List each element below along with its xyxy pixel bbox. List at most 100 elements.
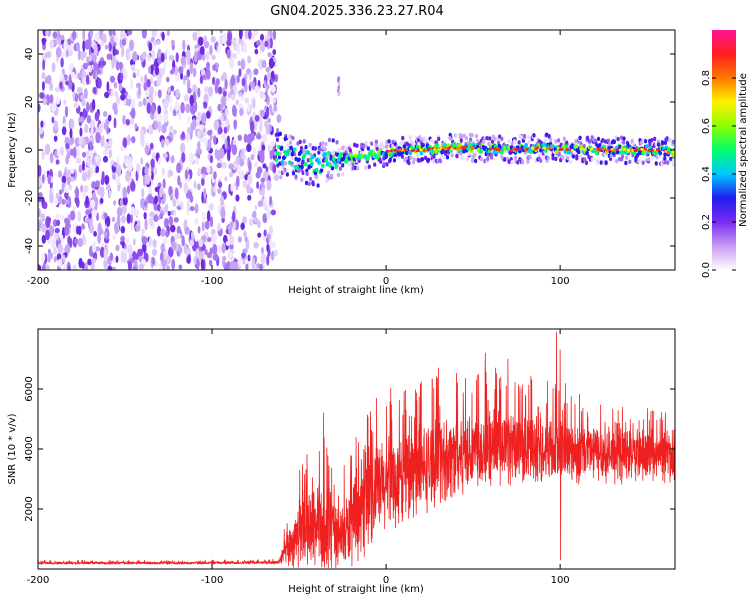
noise-blob bbox=[246, 183, 251, 194]
track-core bbox=[311, 154, 315, 160]
track-halo bbox=[462, 133, 466, 139]
snr-x-ticks: -200 -100 0 100 bbox=[27, 329, 570, 586]
noise-blob bbox=[226, 260, 231, 270]
noise-blob bbox=[144, 145, 150, 155]
noise-blob bbox=[161, 258, 167, 268]
noise-blob bbox=[63, 99, 67, 105]
spectrogram-content bbox=[38, 30, 675, 270]
noise-blob bbox=[273, 104, 278, 112]
noise-blob bbox=[174, 187, 179, 200]
noise-blob bbox=[113, 35, 118, 43]
noise-blob bbox=[207, 236, 212, 243]
noise-blob bbox=[67, 151, 71, 159]
noise-blob bbox=[201, 112, 207, 124]
track-peak bbox=[464, 145, 468, 149]
noise-blob bbox=[96, 212, 100, 221]
track-halo bbox=[575, 155, 579, 161]
track-halo bbox=[483, 136, 487, 141]
track-peak bbox=[635, 148, 639, 152]
track-halo bbox=[650, 138, 654, 143]
noise-blob bbox=[99, 246, 105, 258]
track-core bbox=[574, 144, 578, 149]
noise-blob bbox=[77, 210, 82, 223]
noise-blob bbox=[47, 174, 52, 185]
track-core bbox=[292, 147, 297, 152]
noise-blob bbox=[237, 236, 243, 243]
noise-blob bbox=[160, 243, 166, 253]
track-halo bbox=[562, 140, 566, 145]
noise-blob bbox=[183, 94, 190, 102]
noise-blob bbox=[161, 123, 167, 134]
noise-blob bbox=[144, 174, 151, 185]
track-core bbox=[524, 142, 528, 148]
track-halo bbox=[367, 164, 371, 169]
noise-blob bbox=[141, 51, 147, 59]
noise-blob bbox=[121, 39, 127, 46]
track-halo bbox=[479, 156, 483, 162]
noise-blob bbox=[195, 240, 199, 249]
noise-blob bbox=[265, 166, 269, 172]
noise-blob bbox=[85, 195, 89, 206]
noise-blob bbox=[196, 257, 200, 270]
figure-title: GN04.2025.336.23.27.R04 bbox=[270, 4, 444, 19]
noise-blob bbox=[126, 213, 131, 224]
noise-blob bbox=[259, 149, 265, 157]
noise-blob bbox=[172, 198, 176, 208]
noise-blob bbox=[175, 100, 179, 112]
snr-x-label: Height of straight line (km) bbox=[288, 584, 424, 595]
track-peak bbox=[655, 148, 660, 152]
noise-blob bbox=[95, 131, 101, 144]
track-halo bbox=[596, 136, 601, 142]
noise-blob bbox=[97, 77, 102, 89]
noise-blob bbox=[265, 106, 270, 119]
noise-blob bbox=[102, 111, 108, 118]
noise-blob bbox=[85, 209, 91, 216]
noise-blob bbox=[248, 71, 252, 81]
noise-blob bbox=[209, 216, 214, 228]
noise-blob bbox=[235, 194, 240, 202]
track-halo bbox=[622, 136, 626, 141]
noise-blob bbox=[64, 105, 69, 118]
noise-blob bbox=[146, 79, 151, 88]
noise-blob bbox=[231, 219, 236, 231]
track-halo bbox=[278, 151, 282, 156]
noise-blob bbox=[249, 81, 255, 87]
noise-blob bbox=[189, 62, 194, 75]
noise-blob bbox=[120, 235, 125, 242]
noise-blob bbox=[61, 175, 67, 184]
noise-blob bbox=[57, 258, 63, 268]
track-halo bbox=[429, 138, 434, 143]
noise-blob bbox=[60, 34, 65, 41]
noise-blob bbox=[269, 30, 273, 38]
track-halo bbox=[285, 172, 289, 177]
noise-blob bbox=[105, 216, 111, 228]
noise-blob bbox=[202, 173, 206, 180]
noise-blob bbox=[132, 51, 138, 63]
noise-blob bbox=[176, 232, 182, 240]
noise-blob bbox=[223, 126, 228, 134]
noise-blob bbox=[59, 81, 63, 90]
noise-blob bbox=[112, 174, 116, 180]
noise-blob bbox=[55, 46, 62, 58]
noise-blob bbox=[70, 168, 75, 174]
noise-blob bbox=[93, 44, 98, 57]
track-halo bbox=[512, 139, 517, 144]
noise-blob bbox=[38, 126, 44, 135]
track-halo bbox=[286, 134, 291, 139]
noise-blob bbox=[272, 49, 277, 56]
colorbar-tick-label: 0.8 bbox=[701, 70, 712, 86]
track-halo bbox=[445, 155, 450, 160]
noise-blob bbox=[228, 58, 235, 70]
track-peak bbox=[424, 148, 428, 152]
colorbar-label: Normalized spectral amplitude bbox=[738, 73, 749, 227]
noise-blob bbox=[226, 48, 231, 59]
track-halo bbox=[443, 155, 447, 160]
noise-blob bbox=[198, 36, 204, 46]
noise-blob bbox=[222, 234, 228, 244]
noise-blob bbox=[129, 118, 135, 125]
noise-blob bbox=[235, 155, 241, 166]
noise-blob bbox=[152, 238, 157, 248]
noise-blob bbox=[89, 220, 94, 232]
track-halo bbox=[415, 152, 420, 157]
track-halo bbox=[568, 159, 573, 165]
